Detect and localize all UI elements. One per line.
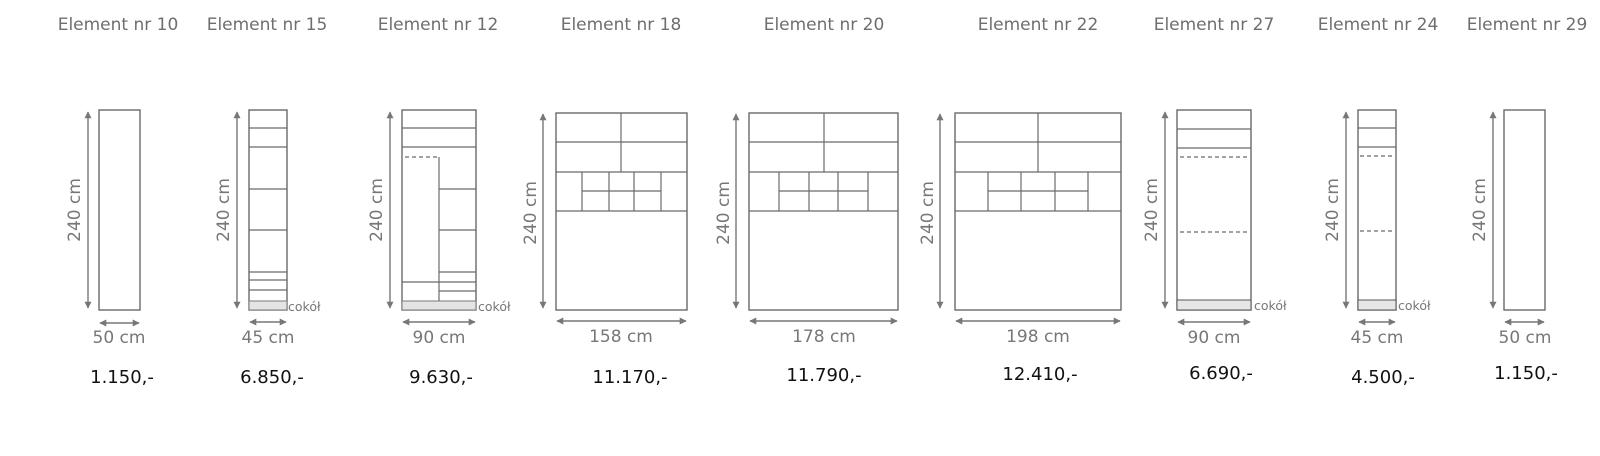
element-title: Element nr 29 bbox=[1467, 15, 1588, 35]
element-title: Element nr 18 bbox=[561, 15, 682, 35]
width-label: 198 cm bbox=[1006, 327, 1070, 347]
height-label: 240 cm bbox=[521, 181, 541, 245]
element-title: Element nr 15 bbox=[207, 15, 328, 35]
cabinet-drawing bbox=[1357, 109, 1397, 311]
width-label: 50 cm bbox=[93, 328, 146, 348]
element-card-27[interactable]: Element nr 27 cokół 240 cm 90 cm 6.690,- bbox=[1142, 15, 1287, 384]
element-title: Element nr 22 bbox=[978, 15, 1099, 35]
plinth-label: cokół bbox=[1398, 298, 1431, 313]
element-card-10[interactable]: Element nr 10 240 cm 50 cm 1.150,- bbox=[58, 15, 179, 388]
price-label: 6.850,- bbox=[240, 367, 304, 388]
element-card-24[interactable]: Element nr 24 cokół 240 cm 45 cm 4.500,- bbox=[1318, 15, 1439, 388]
element-card-18[interactable]: Element nr 18 240 cm 158 cm 11.170,- bbox=[521, 15, 688, 388]
element-card-20[interactable]: Element nr 20 240 cm 178 cm 11.790,- bbox=[714, 15, 899, 386]
cabinet-drawing bbox=[1176, 109, 1252, 311]
width-label: 158 cm bbox=[589, 327, 653, 347]
width-label: 90 cm bbox=[1188, 328, 1241, 348]
cabinet-drawing bbox=[98, 109, 141, 311]
plinth-label: cokół bbox=[288, 299, 321, 314]
cabinet-drawing bbox=[748, 112, 899, 311]
element-card-29[interactable]: Element nr 29 240 cm 50 cm 1.150,- bbox=[1467, 15, 1588, 384]
plinth-label: cokół bbox=[1254, 298, 1287, 313]
plinth-base bbox=[248, 300, 288, 311]
cabinet-drawing bbox=[1503, 109, 1546, 311]
width-label: 45 cm bbox=[242, 328, 295, 348]
price-label: 11.170,- bbox=[592, 367, 667, 388]
height-label: 240 cm bbox=[918, 181, 938, 245]
element-title: Element nr 12 bbox=[378, 15, 499, 35]
plinth-base bbox=[1357, 299, 1397, 311]
plinth-base bbox=[1176, 299, 1252, 311]
width-label: 50 cm bbox=[1499, 328, 1552, 348]
price-label: 9.630,- bbox=[409, 367, 473, 388]
cabinet-drawing bbox=[555, 112, 688, 311]
height-label: 240 cm bbox=[1142, 178, 1162, 242]
price-label: 1.150,- bbox=[90, 367, 154, 388]
height-label: 240 cm bbox=[714, 181, 734, 245]
price-label: 4.500,- bbox=[1351, 367, 1415, 388]
cabinet-drawing bbox=[248, 109, 288, 311]
width-label: 90 cm bbox=[413, 328, 466, 348]
element-card-22[interactable]: Element nr 22 240 cm 198 cm 12.410,- bbox=[918, 15, 1122, 385]
height-label: 240 cm bbox=[65, 178, 85, 242]
cabinet-drawing bbox=[954, 112, 1122, 311]
height-label: 240 cm bbox=[214, 178, 234, 242]
height-label: 240 cm bbox=[1323, 178, 1343, 242]
element-title: Element nr 10 bbox=[58, 15, 179, 35]
plinth-base bbox=[401, 300, 477, 311]
price-label: 6.690,- bbox=[1189, 363, 1253, 384]
cabinet-drawing bbox=[401, 109, 477, 311]
element-title: Element nr 20 bbox=[764, 15, 885, 35]
plinth-label: cokół bbox=[478, 299, 511, 314]
price-label: 11.790,- bbox=[786, 365, 861, 386]
price-label: 12.410,- bbox=[1002, 364, 1077, 385]
width-label: 45 cm bbox=[1351, 328, 1404, 348]
height-label: 240 cm bbox=[1470, 178, 1490, 242]
element-title: Element nr 27 bbox=[1154, 15, 1275, 35]
width-label: 178 cm bbox=[792, 327, 856, 347]
price-label: 1.150,- bbox=[1494, 363, 1558, 384]
element-title: Element nr 24 bbox=[1318, 15, 1439, 35]
element-card-12[interactable]: Element nr 12 cokół 240 cm 90 cm 9.630,- bbox=[367, 15, 511, 388]
element-card-15[interactable]: Element nr 15 cokół 240 cm 45 cm 6.850,- bbox=[207, 15, 328, 388]
height-label: 240 cm bbox=[367, 178, 387, 242]
